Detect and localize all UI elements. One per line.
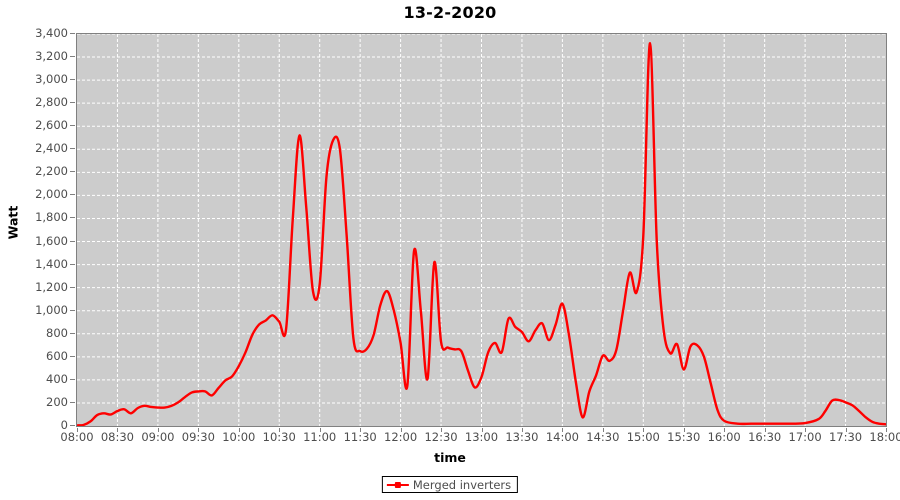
y-tick-label: 3,000 — [35, 72, 68, 87]
y-tick-label: 1,800 — [35, 210, 68, 225]
y-tick-label: 3,400 — [35, 26, 68, 40]
y-tick-mark — [70, 171, 75, 172]
x-tick-label: 09:00 — [141, 430, 175, 444]
y-tick-label: 600 — [46, 348, 68, 363]
grid-lines — [77, 34, 886, 426]
y-tick-mark — [70, 310, 75, 311]
y-tick-mark — [70, 241, 75, 242]
y-tick-label: 1,200 — [35, 279, 68, 294]
chart-title: 13-2-2020 — [403, 3, 497, 22]
x-tick-label: 09:30 — [181, 430, 215, 444]
x-tick-mark — [117, 428, 118, 432]
x-tick-label: 18:00 — [869, 430, 900, 444]
x-tick-mark — [441, 428, 442, 432]
y-tick-label: 3,200 — [35, 49, 68, 64]
x-tick-label: 13:00 — [464, 430, 499, 444]
plot-area — [76, 33, 887, 427]
y-tick-label: 2,600 — [35, 118, 68, 133]
y-tick-mark — [70, 287, 75, 288]
y-tick-label: 2,200 — [35, 164, 68, 179]
x-tick-mark — [805, 428, 806, 432]
y-tick-mark — [70, 356, 75, 357]
x-tick-label: 15:00 — [626, 430, 660, 444]
x-axis: 08:00 08:30 09:00 09:30 10:00 10:30 11:00 11:30… — [0, 430, 900, 450]
x-tick-mark — [77, 428, 78, 432]
x-tick-mark — [360, 428, 361, 432]
x-tick-mark — [886, 428, 887, 432]
x-tick-label: 08:30 — [100, 430, 135, 444]
x-tick-label: 08:00 — [60, 430, 94, 444]
y-tick-mark — [70, 125, 75, 126]
x-tick-mark — [684, 428, 685, 432]
y-tick-label: 2,000 — [35, 187, 68, 202]
x-tick-mark — [522, 428, 523, 432]
y-tick-label: 1,000 — [35, 302, 68, 317]
x-tick-label: 11:30 — [343, 430, 377, 444]
x-tick-label: 13:30 — [505, 430, 539, 444]
y-axis: 0 200 400 600 800 1,000 1,200 1,400 1,600 1,800 2,… — [0, 26, 75, 432]
y-tick-mark — [70, 379, 75, 380]
x-tick-label: 16:30 — [748, 430, 782, 444]
y-tick-label: 1,400 — [35, 256, 68, 271]
x-tick-mark — [724, 428, 725, 432]
x-tick-label: 17:00 — [788, 430, 822, 444]
y-tick-mark — [70, 333, 75, 334]
x-axis-title: time — [434, 450, 466, 465]
x-tick-mark — [765, 428, 766, 432]
y-tick-label: 200 — [46, 394, 68, 409]
legend: Merged inverters — [381, 476, 519, 493]
x-tick-mark — [603, 428, 604, 432]
y-tick-label: 2,800 — [35, 95, 68, 110]
x-tick-mark — [198, 428, 199, 432]
x-tick-label: 12:30 — [424, 430, 458, 444]
x-tick-label: 12:00 — [384, 430, 418, 444]
y-tick-mark — [70, 194, 75, 195]
data-plot — [77, 34, 886, 426]
x-tick-label: 15:30 — [667, 430, 701, 444]
x-tick-label: 10:30 — [262, 430, 296, 444]
x-tick-label: 17:30 — [828, 430, 863, 444]
y-tick-label: 800 — [46, 325, 68, 340]
legend-line-icon — [386, 480, 409, 490]
legend-label-merged-inverters: Merged inverters — [412, 477, 512, 492]
x-tick-mark — [401, 428, 402, 432]
x-tick-mark — [279, 428, 280, 432]
y-tick-mark — [70, 33, 75, 34]
y-tick-label: 2,400 — [35, 141, 68, 156]
y-tick-mark — [70, 79, 75, 80]
x-tick-mark — [562, 428, 563, 432]
x-tick-mark — [482, 428, 483, 432]
x-tick-mark — [846, 428, 847, 432]
x-tick-mark — [320, 428, 321, 432]
x-tick-label: 10:00 — [222, 430, 256, 444]
y-tick-mark — [70, 264, 75, 265]
y-tick-mark — [70, 425, 75, 426]
x-tick-mark — [643, 428, 644, 432]
y-tick-label: 1,600 — [35, 233, 68, 248]
x-tick-label: 14:30 — [586, 430, 620, 444]
x-tick-label: 16:00 — [707, 430, 741, 444]
x-tick-mark — [239, 428, 240, 432]
y-tick-mark — [70, 148, 75, 149]
x-tick-mark — [158, 428, 159, 432]
x-tick-label: 14:00 — [545, 430, 579, 444]
y-tick-mark — [70, 56, 75, 57]
y-tick-label: 400 — [46, 371, 68, 386]
y-tick-mark — [70, 102, 75, 103]
x-tick-label: 11:00 — [303, 430, 337, 444]
y-tick-mark — [70, 217, 75, 218]
y-tick-label: 0 — [60, 418, 68, 432]
series-line-merged-inverters — [77, 42, 886, 426]
y-tick-mark — [70, 402, 75, 403]
